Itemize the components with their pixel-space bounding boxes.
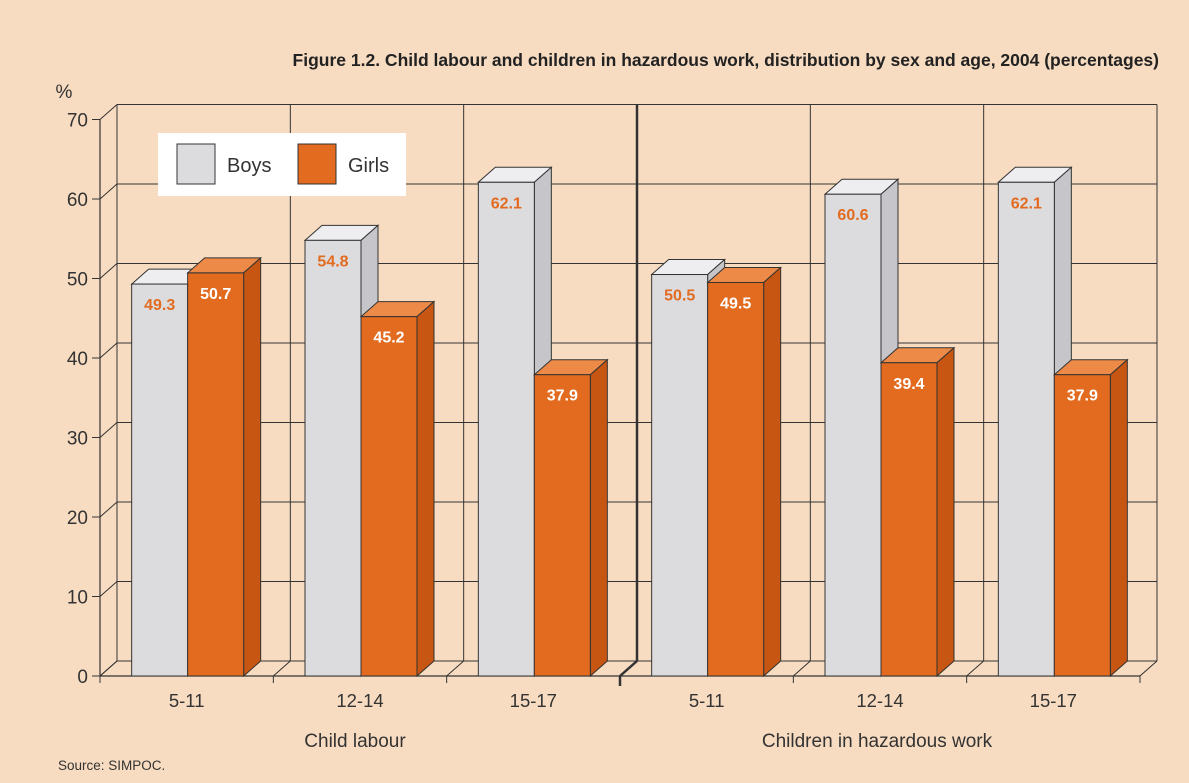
y-tick-label-50: 50	[67, 270, 88, 291]
data-labels: 49.3 50.7 54.8 45.2 62.1 37.9 50.5 49.5 60.6 39.4…	[144, 195, 1098, 404]
y-tick-label-60: 60	[67, 190, 88, 211]
legend-label-girls: Girls	[348, 155, 389, 177]
bar-front-face	[187, 272, 245, 677]
category-label-0: 5-11	[169, 690, 205, 711]
bar-front-face	[707, 281, 765, 677]
bar-side-face	[763, 266, 782, 678]
bar-front-face	[880, 362, 938, 677]
y-tick-label-40: 40	[67, 349, 88, 370]
legend-swatch-boys	[176, 143, 216, 185]
group-label-child-labour: Child labour	[304, 731, 406, 752]
y-axis-unit-label: %	[56, 82, 73, 103]
bar-girls-3	[706, 266, 782, 678]
data-label-boys-0: 49.3	[144, 297, 175, 314]
data-label-boys-4: 60.6	[837, 207, 868, 224]
y-tick-label-10: 10	[67, 588, 88, 609]
data-label-girls-1: 45.2	[373, 330, 404, 347]
gridlines	[99, 104, 1158, 677]
floor-diagonal-5	[966, 660, 984, 677]
bar-girls-2	[533, 358, 609, 678]
y-tick-label-20: 20	[67, 508, 88, 529]
source-note: Source: SIMPOC.	[58, 758, 165, 773]
legend-label-boys: Boys	[227, 155, 271, 177]
bar-front-face	[477, 181, 535, 677]
grid-diagonal-10	[99, 581, 118, 597]
floor-diagonal-4	[793, 660, 811, 677]
data-label-boys-5: 62.1	[1011, 195, 1042, 212]
floor-diagonal-0	[99, 660, 118, 677]
bar-girls-5	[1053, 358, 1129, 678]
data-label-girls-3: 49.5	[720, 295, 751, 312]
bar-side-face	[589, 358, 608, 678]
grid-diagonal-30	[99, 422, 118, 438]
category-label-5: 15-17	[1030, 690, 1077, 711]
floor-diagonal-2	[446, 660, 464, 677]
bars	[130, 166, 1129, 678]
bar-side-face	[243, 256, 262, 678]
bar-front-face	[131, 283, 189, 677]
data-label-girls-2: 37.9	[547, 388, 578, 405]
data-label-girls-0: 50.7	[200, 286, 231, 303]
y-tick-label-0: 0	[77, 667, 88, 688]
bar-side-face	[1109, 358, 1128, 678]
bar-girls-0	[186, 256, 262, 678]
bar-side-face	[936, 346, 955, 678]
bar-front-face	[304, 239, 362, 677]
bar-front-face	[997, 181, 1055, 677]
grid-diagonal-40	[99, 342, 118, 359]
grid-diagonal-50	[99, 263, 118, 279]
bar-front-face	[360, 316, 418, 677]
grid-diagonal-20	[99, 501, 118, 518]
data-label-boys-2: 62.1	[491, 195, 522, 212]
bar-front-face	[651, 274, 709, 677]
category-label-2: 15-17	[510, 690, 557, 711]
floor-diagonal-3	[619, 660, 638, 677]
y-tick-label-30: 30	[67, 429, 88, 450]
category-label-3: 5-11	[689, 690, 725, 711]
grid-diagonal-70	[99, 104, 118, 120]
y-tick-label-70: 70	[67, 111, 88, 132]
category-labels: 5-11 12-14 15-17 5-11 12-14 15-17	[169, 690, 1077, 711]
data-label-boys-3: 50.5	[664, 288, 695, 305]
bar-front-face	[533, 374, 591, 677]
floor-diagonal-1	[273, 660, 291, 677]
bar-girls-1	[359, 300, 436, 678]
data-label-boys-1: 54.8	[317, 253, 348, 270]
bar-front-face	[824, 193, 882, 677]
legend-swatch-girls	[297, 143, 337, 185]
category-label-4: 12-14	[856, 690, 903, 711]
floor-diagonal-6	[1139, 660, 1158, 677]
data-label-girls-5: 37.9	[1067, 388, 1098, 405]
bar-girls-4	[879, 346, 956, 678]
data-label-girls-4: 39.4	[893, 376, 924, 393]
grid-diagonal-60	[99, 183, 118, 200]
bar-front-face	[1053, 374, 1111, 677]
group-label-hazardous-work: Children in hazardous work	[762, 731, 993, 752]
legend: Boys Girls	[158, 133, 406, 196]
chart-title: Figure 1.2. Child labour and children in…	[293, 50, 1159, 70]
bar-side-face	[416, 300, 435, 678]
axes: 0 10 20 30 40 50 60 70	[67, 111, 1141, 688]
category-label-1: 12-14	[336, 690, 383, 711]
